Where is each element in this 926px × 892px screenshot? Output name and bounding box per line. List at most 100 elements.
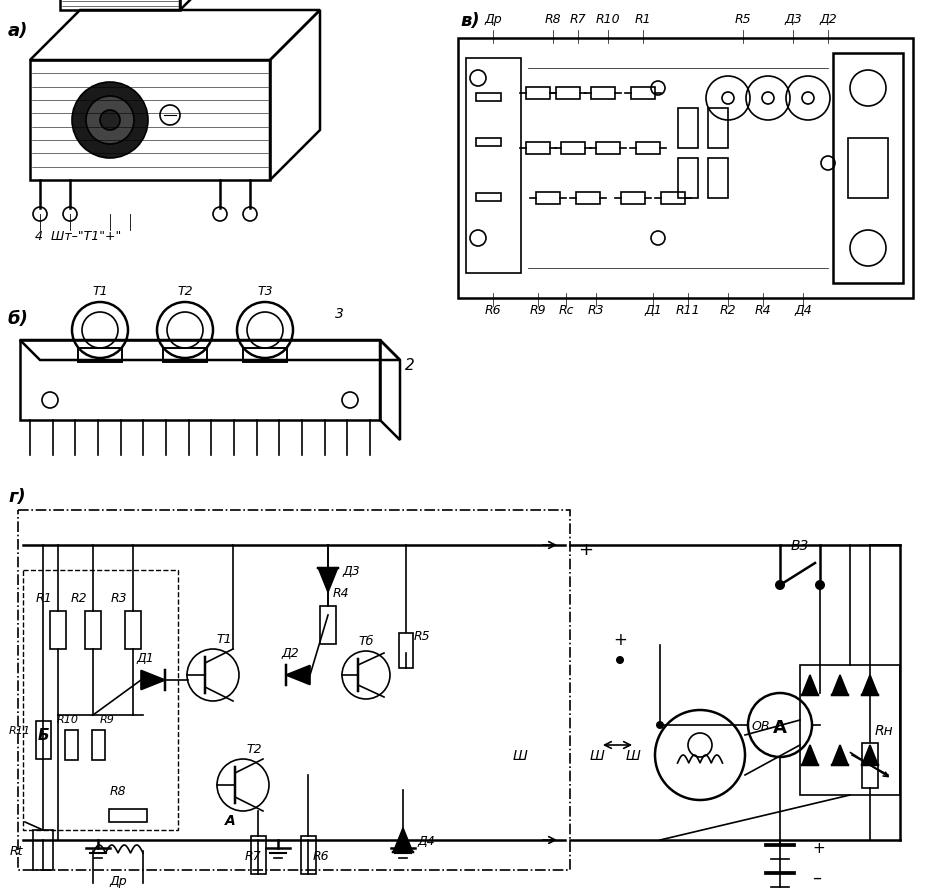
Polygon shape <box>832 745 848 765</box>
Bar <box>848 138 888 198</box>
Text: Rн: Rн <box>875 724 894 738</box>
Bar <box>92 730 105 760</box>
Text: R9: R9 <box>530 304 546 317</box>
Text: Тб: Тб <box>358 635 373 648</box>
Polygon shape <box>394 828 413 852</box>
Polygon shape <box>802 745 818 765</box>
Bar <box>78 348 122 362</box>
Text: 3: 3 <box>335 307 344 321</box>
Bar <box>661 192 685 204</box>
Circle shape <box>72 82 148 158</box>
Bar <box>60 0 180 10</box>
Text: R10: R10 <box>57 715 79 725</box>
Bar <box>678 108 698 148</box>
Text: R11: R11 <box>9 726 31 736</box>
Text: +: + <box>613 631 627 649</box>
Bar <box>591 87 615 99</box>
Bar <box>466 58 521 273</box>
Text: R7: R7 <box>569 13 586 26</box>
Bar <box>125 611 141 649</box>
Bar <box>78 348 122 362</box>
Bar <box>85 611 101 649</box>
Text: T2: T2 <box>246 743 262 756</box>
Text: R9: R9 <box>100 715 115 725</box>
Text: в): в) <box>460 12 480 30</box>
Bar <box>621 192 645 204</box>
Text: Д2: Д2 <box>282 647 299 660</box>
Text: 1: 1 <box>0 891 1 892</box>
Text: R8: R8 <box>109 785 126 798</box>
Text: А: А <box>225 814 236 828</box>
Bar <box>243 348 287 362</box>
Bar <box>556 87 580 99</box>
Text: R8: R8 <box>544 13 561 26</box>
Text: –: – <box>812 869 821 887</box>
Text: T3: T3 <box>257 285 273 298</box>
Bar <box>23 570 178 830</box>
Text: R5: R5 <box>414 630 431 643</box>
Bar <box>320 606 336 644</box>
Text: А: А <box>773 719 787 737</box>
Text: Д4: Д4 <box>417 835 434 848</box>
Text: Rt: Rt <box>9 845 23 858</box>
Text: R3: R3 <box>588 304 605 317</box>
Bar <box>18 510 570 870</box>
Bar <box>631 87 655 99</box>
Bar <box>862 742 878 788</box>
Text: 2: 2 <box>405 358 415 373</box>
Bar <box>708 158 728 198</box>
Text: R4: R4 <box>333 587 350 600</box>
Polygon shape <box>802 675 818 695</box>
Bar <box>35 721 51 759</box>
Bar <box>526 142 550 154</box>
Bar <box>163 348 207 362</box>
Bar <box>800 665 900 795</box>
Bar <box>526 87 550 99</box>
Text: R2: R2 <box>720 304 736 317</box>
Text: Б: Б <box>38 728 50 743</box>
Bar <box>399 632 413 667</box>
Text: 4  Шт–"Т1"+": 4 Шт–"Т1"+" <box>35 230 121 243</box>
Text: T2: T2 <box>177 285 193 298</box>
Text: Д1: Д1 <box>644 304 662 317</box>
Text: Ш: Ш <box>590 749 605 763</box>
Bar <box>30 60 270 180</box>
Text: R7: R7 <box>245 850 262 863</box>
Bar <box>163 348 207 362</box>
Polygon shape <box>862 745 878 765</box>
Circle shape <box>100 110 120 130</box>
Text: R1: R1 <box>634 13 651 26</box>
Bar <box>109 808 147 822</box>
Text: R3: R3 <box>111 592 127 605</box>
Text: г): г) <box>8 488 26 506</box>
Text: +: + <box>578 541 593 559</box>
Text: Д1: Д1 <box>136 652 154 665</box>
Text: R4: R4 <box>755 304 771 317</box>
Text: R6: R6 <box>484 304 501 317</box>
Text: Д4: Д4 <box>795 304 812 317</box>
Text: +: + <box>812 841 825 856</box>
Text: R6: R6 <box>313 850 330 863</box>
Text: Rс: Rс <box>558 304 574 317</box>
Text: б): б) <box>8 310 29 328</box>
Polygon shape <box>141 671 165 690</box>
Bar <box>536 192 560 204</box>
Bar <box>636 142 660 154</box>
Polygon shape <box>862 675 878 695</box>
Text: Д3: Д3 <box>342 565 359 578</box>
Bar <box>596 142 620 154</box>
Circle shape <box>86 96 134 144</box>
Text: T1: T1 <box>93 285 107 298</box>
Bar <box>301 836 316 874</box>
Text: В3: В3 <box>791 539 809 553</box>
Text: R2: R2 <box>70 592 87 605</box>
Text: T1: T1 <box>216 633 232 646</box>
Polygon shape <box>286 665 310 684</box>
Bar <box>476 138 501 146</box>
Text: ОВ: ОВ <box>752 720 770 733</box>
Bar <box>251 836 266 874</box>
Bar <box>576 192 600 204</box>
Bar <box>476 93 501 101</box>
Bar <box>561 142 585 154</box>
Text: R11: R11 <box>676 304 700 317</box>
